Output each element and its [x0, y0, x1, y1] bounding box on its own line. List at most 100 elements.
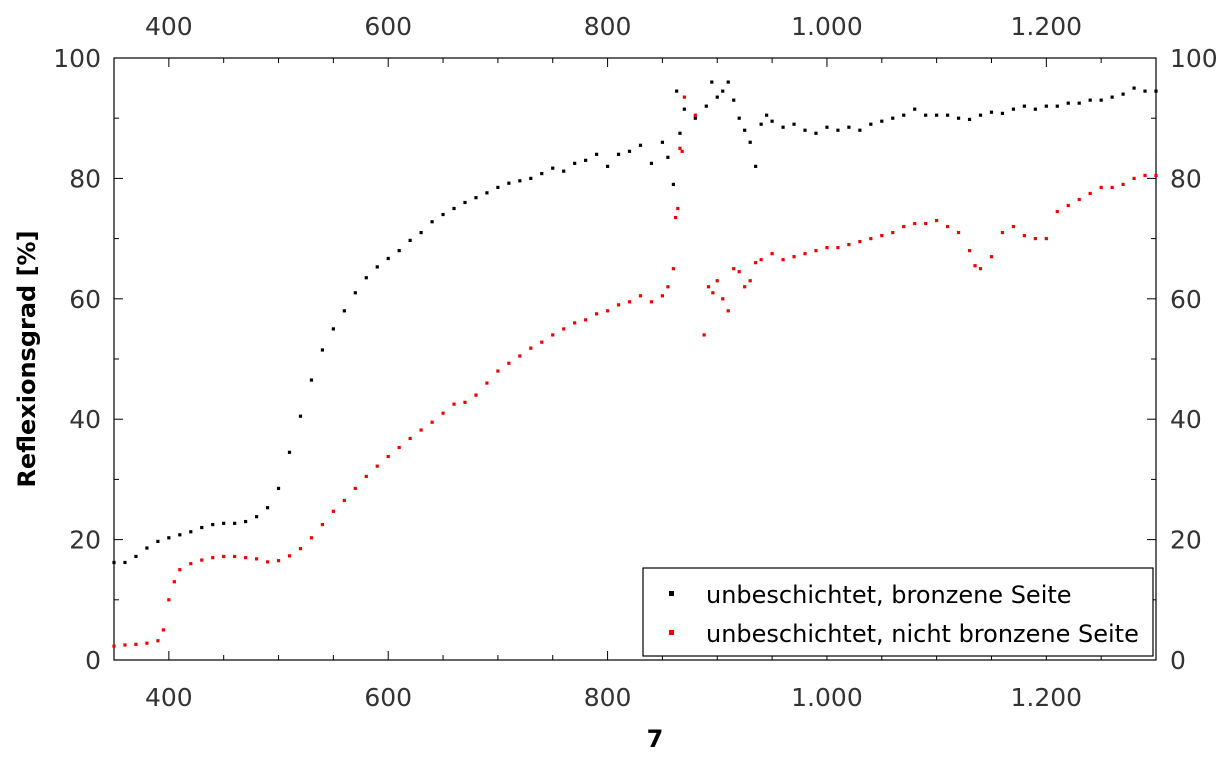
x-tick-label-top: 600 [364, 12, 412, 41]
legend: unbeschichtet, bronzene Seite unbeschich… [642, 567, 1154, 657]
x-tick-label-top: 400 [145, 12, 193, 41]
data-point [562, 169, 566, 173]
data-point [496, 185, 500, 190]
data-point [880, 119, 884, 123]
data-point [770, 119, 774, 123]
data-point [891, 230, 895, 235]
data-point [1132, 176, 1136, 180]
data-point [638, 143, 643, 147]
data-point [638, 294, 643, 298]
y-tick-label-right: 100 [1170, 44, 1218, 73]
data-point [397, 249, 401, 253]
x-tick-label-bottom: 800 [584, 683, 632, 712]
data-point [584, 318, 588, 322]
data-point [452, 206, 456, 211]
data-point [134, 554, 138, 559]
data-point [825, 125, 829, 129]
data-point [666, 285, 670, 289]
data-point [671, 182, 675, 187]
data-point [496, 369, 500, 373]
y-tick-label-left: 60 [69, 285, 101, 314]
data-point [649, 161, 654, 165]
data-point [1055, 209, 1059, 214]
data-point [123, 643, 127, 647]
data-point [715, 95, 719, 99]
data-point [869, 122, 873, 126]
data-point [743, 285, 747, 289]
data-point [1154, 89, 1158, 93]
data-point [737, 270, 741, 274]
data-point [518, 354, 522, 358]
data-point [211, 556, 215, 560]
data-point [397, 445, 401, 450]
data-point [507, 181, 511, 185]
x-tick-label-bottom: 1.000 [791, 683, 863, 712]
data-point [682, 95, 686, 99]
data-point [946, 224, 950, 229]
data-point [676, 206, 680, 211]
data-point [836, 128, 840, 132]
data-point [485, 381, 489, 385]
data-point [605, 164, 610, 168]
y-tick-label-left: 40 [69, 405, 101, 434]
data-point [978, 267, 983, 271]
data-point [298, 547, 303, 551]
data-point [1011, 224, 1016, 229]
data-point [732, 267, 736, 271]
y-tick-label-right: 0 [1170, 646, 1186, 675]
data-point [682, 107, 686, 111]
x-axis-title: 7 [647, 725, 664, 753]
data-point [386, 454, 390, 459]
data-point [1132, 86, 1136, 90]
data-point [342, 498, 346, 503]
data-point [1000, 230, 1005, 235]
data-point [145, 546, 149, 550]
data-point [858, 240, 862, 244]
data-point [233, 521, 237, 525]
data-point [167, 598, 171, 602]
data-point [1011, 107, 1016, 111]
plot-area [113, 57, 1157, 661]
data-point [973, 264, 977, 268]
x-tick-label-top: 1.200 [1011, 12, 1083, 41]
data-point [1066, 101, 1070, 105]
data-point [1154, 173, 1158, 177]
x-tick-label-bottom: 400 [145, 683, 193, 712]
data-point [759, 258, 763, 262]
data-point [485, 191, 489, 195]
data-point [189, 562, 193, 566]
data-point [967, 249, 972, 253]
data-point [364, 474, 368, 478]
data-point [913, 107, 917, 111]
data-point [353, 291, 357, 295]
data-point [156, 639, 160, 643]
data-point [671, 267, 675, 271]
data-point [989, 110, 994, 114]
data-point [726, 309, 730, 313]
data-point [649, 300, 654, 304]
y-axis-title: Reflexionsgrad [%] [13, 230, 41, 487]
data-point [430, 420, 434, 424]
data-point [891, 116, 895, 120]
data-point [693, 113, 697, 117]
data-point [167, 536, 171, 540]
data-point [754, 261, 758, 265]
data-point [710, 80, 714, 84]
data-point [244, 556, 248, 560]
data-point [666, 155, 670, 159]
data-point [595, 152, 599, 156]
data-point [342, 309, 346, 313]
data-point [1044, 237, 1048, 241]
data-point [441, 411, 445, 415]
data-point [320, 348, 324, 352]
data-point [551, 333, 555, 337]
data-point [222, 521, 226, 525]
data-point [276, 486, 281, 491]
data-point [715, 279, 719, 283]
data-point [430, 220, 434, 224]
data-point [1022, 233, 1026, 238]
data-point [673, 215, 678, 220]
data-point [254, 515, 259, 519]
x-tick-label-top: 1.000 [791, 12, 863, 41]
data-point [704, 104, 708, 108]
